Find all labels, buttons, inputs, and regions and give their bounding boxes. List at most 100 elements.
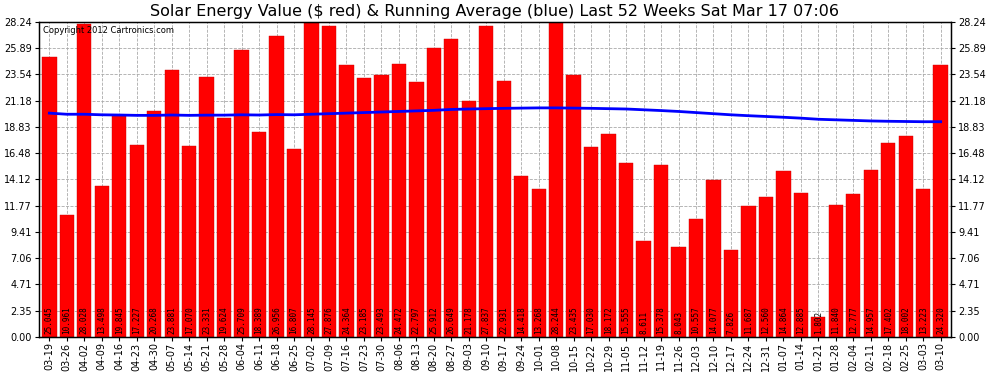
Text: 1.802: 1.802 bbox=[814, 310, 823, 333]
Bar bbox=[43, 57, 56, 337]
Bar bbox=[689, 219, 703, 337]
Bar bbox=[427, 48, 441, 337]
Bar bbox=[829, 205, 842, 337]
Text: 21.178: 21.178 bbox=[464, 306, 473, 333]
Bar bbox=[340, 65, 353, 337]
Text: 26.649: 26.649 bbox=[446, 306, 455, 333]
Text: 27.876: 27.876 bbox=[325, 306, 334, 333]
Text: 20.268: 20.268 bbox=[149, 306, 158, 333]
Bar bbox=[322, 26, 337, 337]
Text: 14.957: 14.957 bbox=[866, 306, 875, 333]
Bar bbox=[637, 241, 650, 337]
Bar bbox=[863, 170, 878, 337]
Bar bbox=[356, 78, 371, 337]
Text: 18.389: 18.389 bbox=[254, 306, 263, 333]
Bar bbox=[549, 22, 563, 337]
Bar bbox=[776, 171, 791, 337]
Bar bbox=[899, 136, 913, 337]
Text: 13.223: 13.223 bbox=[919, 306, 928, 333]
Bar bbox=[182, 146, 196, 337]
Title: Solar Energy Value ($ red) & Running Average (blue) Last 52 Weeks Sat Mar 17 07:: Solar Energy Value ($ red) & Running Ave… bbox=[150, 4, 840, 19]
Bar bbox=[619, 163, 634, 337]
Text: 8.611: 8.611 bbox=[640, 310, 648, 333]
Bar bbox=[532, 189, 545, 337]
Bar bbox=[409, 82, 424, 337]
Bar bbox=[148, 111, 161, 337]
Bar bbox=[304, 23, 319, 337]
Text: 27.837: 27.837 bbox=[482, 306, 491, 333]
Bar bbox=[758, 197, 773, 337]
Bar bbox=[881, 142, 895, 337]
Text: 11.840: 11.840 bbox=[832, 306, 841, 333]
Text: 23.331: 23.331 bbox=[202, 306, 211, 333]
Text: 25.709: 25.709 bbox=[237, 306, 247, 333]
Bar bbox=[584, 147, 598, 337]
Text: 28.028: 28.028 bbox=[80, 306, 89, 333]
Text: 14.864: 14.864 bbox=[779, 306, 788, 333]
Text: 23.493: 23.493 bbox=[377, 306, 386, 333]
Bar bbox=[95, 186, 109, 337]
Bar bbox=[653, 165, 668, 337]
Bar bbox=[724, 249, 739, 337]
Text: 24.472: 24.472 bbox=[394, 306, 403, 333]
Bar bbox=[59, 214, 74, 337]
Bar bbox=[112, 116, 127, 337]
Text: 24.320: 24.320 bbox=[937, 306, 945, 333]
Bar bbox=[269, 36, 284, 337]
Text: 12.777: 12.777 bbox=[848, 306, 857, 333]
Text: 17.030: 17.030 bbox=[587, 306, 596, 333]
Bar bbox=[742, 207, 755, 337]
Text: Copyright 2012 Cartronics.com: Copyright 2012 Cartronics.com bbox=[44, 27, 174, 36]
Text: 17.402: 17.402 bbox=[884, 306, 893, 333]
Text: 22.931: 22.931 bbox=[499, 306, 508, 333]
Text: 12.560: 12.560 bbox=[761, 306, 770, 333]
Text: 25.912: 25.912 bbox=[430, 306, 439, 333]
Text: 13.268: 13.268 bbox=[535, 306, 544, 333]
Text: 8.043: 8.043 bbox=[674, 310, 683, 333]
Text: 18.172: 18.172 bbox=[604, 306, 613, 333]
Text: 26.956: 26.956 bbox=[272, 306, 281, 333]
Bar bbox=[671, 247, 686, 337]
Bar bbox=[445, 39, 458, 337]
Bar bbox=[706, 180, 721, 337]
Text: 7.826: 7.826 bbox=[727, 310, 736, 333]
Bar bbox=[164, 70, 179, 337]
Text: 23.435: 23.435 bbox=[569, 306, 578, 333]
Text: 13.498: 13.498 bbox=[97, 306, 106, 333]
Text: 10.557: 10.557 bbox=[691, 306, 701, 333]
Bar bbox=[566, 75, 581, 337]
Bar bbox=[199, 76, 214, 337]
Text: 18.002: 18.002 bbox=[901, 306, 910, 333]
Bar bbox=[811, 317, 826, 337]
Bar bbox=[374, 75, 388, 337]
Text: 28.244: 28.244 bbox=[551, 306, 560, 333]
Text: 22.797: 22.797 bbox=[412, 306, 421, 333]
Bar bbox=[130, 145, 144, 337]
Text: 12.885: 12.885 bbox=[796, 306, 805, 333]
Bar bbox=[794, 193, 808, 337]
Bar bbox=[602, 134, 616, 337]
Text: 17.070: 17.070 bbox=[185, 306, 194, 333]
Bar bbox=[77, 24, 91, 337]
Text: 15.555: 15.555 bbox=[622, 306, 631, 333]
Text: 16.807: 16.807 bbox=[289, 306, 299, 333]
Text: 15.378: 15.378 bbox=[656, 306, 665, 333]
Text: 23.185: 23.185 bbox=[359, 306, 368, 333]
Text: 19.845: 19.845 bbox=[115, 306, 124, 333]
Text: 23.881: 23.881 bbox=[167, 306, 176, 333]
Text: 10.961: 10.961 bbox=[62, 306, 71, 333]
Bar bbox=[846, 194, 860, 337]
Bar bbox=[497, 81, 511, 337]
Bar bbox=[235, 50, 248, 337]
Bar bbox=[934, 66, 947, 337]
Bar bbox=[392, 64, 406, 337]
Bar bbox=[916, 189, 931, 337]
Bar bbox=[461, 100, 476, 337]
Text: 24.364: 24.364 bbox=[342, 306, 350, 333]
Text: 19.624: 19.624 bbox=[220, 306, 229, 333]
Bar bbox=[514, 176, 529, 337]
Bar bbox=[251, 132, 266, 337]
Text: 14.418: 14.418 bbox=[517, 306, 526, 333]
Bar bbox=[287, 149, 301, 337]
Text: 17.227: 17.227 bbox=[133, 306, 142, 333]
